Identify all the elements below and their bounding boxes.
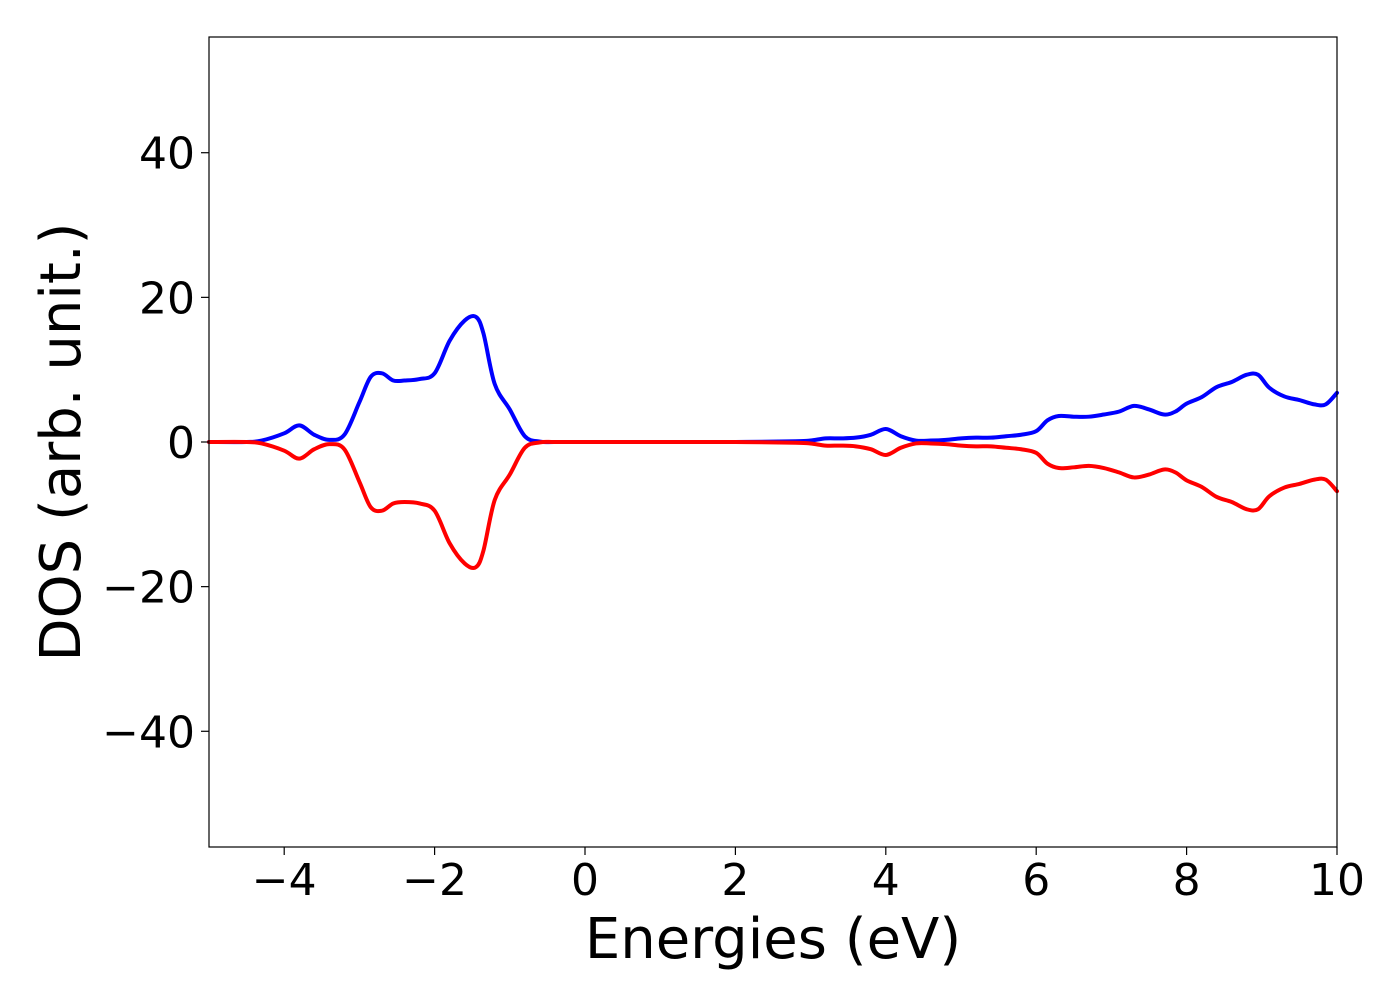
x-tick-label: 0: [571, 855, 599, 906]
x-tick-label: 2: [721, 855, 749, 906]
series-line-spin-up: [207, 313, 1339, 445]
x-tick-label: 8: [1173, 855, 1201, 906]
x-tick-label: 10: [1309, 855, 1365, 906]
x-axis-label: Energies (eV): [585, 907, 961, 972]
y-tick-label: 20: [139, 273, 195, 324]
series-line-spin-down: [207, 439, 1339, 571]
x-tick-label: 6: [1022, 855, 1050, 906]
y-axis-ticks: −40 −20 0 20 40: [102, 129, 209, 758]
x-tick-label: −2: [402, 855, 467, 906]
series-layer: [207, 313, 1339, 571]
y-tick-label: −40: [102, 707, 195, 758]
y-tick-label: 40: [139, 129, 195, 180]
y-tick-label: −20: [102, 563, 195, 614]
x-tick-label: −4: [252, 855, 317, 906]
x-axis-ticks: −4 −2 0 2 4 6 8 10: [252, 847, 1365, 906]
y-axis-label: DOS (arb. unit.): [29, 222, 94, 661]
y-tick-label: 0: [167, 418, 195, 469]
x-tick-label: 4: [872, 855, 900, 906]
